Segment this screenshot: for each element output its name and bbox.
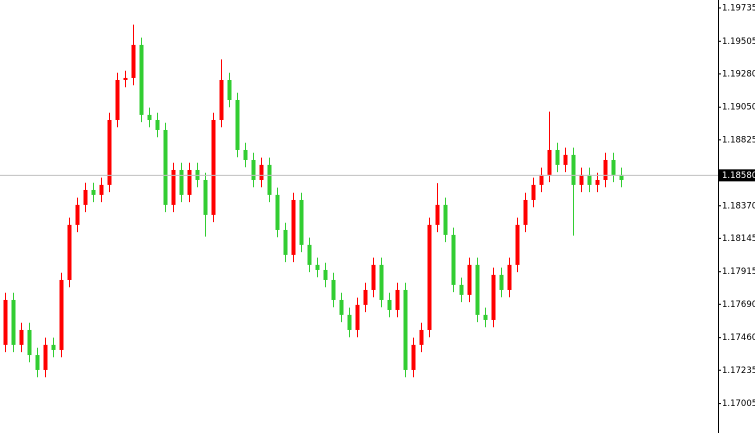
candle-body <box>59 279 64 350</box>
y-tick-label: 1.19050 <box>722 103 755 113</box>
candle-body <box>371 264 376 290</box>
candle-body <box>299 199 304 245</box>
candle-body <box>27 329 32 356</box>
candle-body <box>459 284 464 295</box>
candle-body <box>35 355 40 370</box>
candle-body <box>339 299 344 315</box>
candle-body <box>115 79 120 120</box>
candle-body <box>467 264 472 295</box>
candle-body <box>323 269 328 280</box>
candle-body <box>123 77 128 80</box>
candle-body <box>451 234 456 285</box>
candle-body <box>331 279 336 300</box>
candle-body <box>235 99 240 150</box>
candle-body <box>251 159 256 180</box>
candle-body <box>603 159 608 180</box>
current-price-box <box>719 169 755 182</box>
candle-body <box>571 154 576 185</box>
candle-body <box>75 204 80 225</box>
y-tick-label: 1.19735 <box>722 3 755 13</box>
y-tick-label: 1.17690 <box>722 300 755 310</box>
candle-body <box>187 169 192 195</box>
y-tick-label: 1.17915 <box>722 267 755 277</box>
candle-body <box>3 299 8 345</box>
candle-body <box>275 194 280 230</box>
candle-body <box>411 344 416 370</box>
candle-body <box>171 169 176 205</box>
candle-body <box>427 224 432 330</box>
candle-body <box>563 154 568 165</box>
candle-body <box>107 119 112 185</box>
candle-body <box>83 189 88 205</box>
candle-body <box>387 299 392 310</box>
candle-body <box>395 289 400 310</box>
candle-body <box>611 159 616 175</box>
candle-body <box>587 174 592 185</box>
candle-body <box>19 329 24 345</box>
y-tick-label: 1.18825 <box>722 135 755 145</box>
y-tick-label: 1.18145 <box>722 234 755 244</box>
candle-body <box>507 264 512 290</box>
candle-body <box>155 119 160 130</box>
candle-body <box>595 179 600 185</box>
candle-body <box>267 164 272 195</box>
candle-body <box>475 264 480 315</box>
candle-body <box>51 344 56 350</box>
candle-body <box>539 174 544 185</box>
current-price-label: 1.18580 <box>722 171 755 181</box>
candle-body <box>227 79 232 100</box>
candle-body <box>307 244 312 265</box>
y-tick-label: 1.19280 <box>722 69 755 79</box>
candle-body <box>179 169 184 195</box>
y-tick-label: 1.17235 <box>722 366 755 376</box>
candle-body <box>579 174 584 185</box>
candle-body <box>619 174 624 180</box>
candle-body <box>131 44 136 78</box>
candle-body <box>363 289 368 305</box>
y-tick-label: 1.17460 <box>722 333 755 343</box>
candle-body <box>315 264 320 270</box>
y-tick-label: 1.19505 <box>722 37 755 47</box>
candle-body <box>283 229 288 255</box>
candle-body <box>523 199 528 225</box>
candle-body <box>491 274 496 320</box>
candle-body <box>163 129 168 205</box>
candle-body <box>91 189 96 195</box>
candle-body <box>11 299 16 345</box>
candle-body <box>555 149 560 165</box>
candle-body <box>243 149 248 160</box>
candle-body <box>379 264 384 300</box>
candle-body <box>443 204 448 235</box>
candle-body <box>435 204 440 225</box>
candle-body <box>147 114 152 120</box>
candle-body <box>403 289 408 370</box>
candle-body <box>259 164 264 180</box>
candle-body <box>355 304 360 330</box>
candle-body <box>219 79 224 120</box>
candle-body <box>499 274 504 290</box>
y-tick-label: 1.18370 <box>722 201 755 211</box>
candle-body <box>347 314 352 330</box>
candle-body <box>67 224 72 280</box>
candle-body <box>99 184 104 195</box>
candle-body <box>203 179 208 215</box>
candle-body <box>211 119 216 215</box>
candle-body <box>547 149 552 175</box>
candle-body <box>43 344 48 370</box>
candle-body <box>419 329 424 345</box>
candle-body <box>483 314 488 320</box>
candle-body <box>291 199 296 255</box>
candle-body <box>515 224 520 265</box>
candle-body <box>531 184 536 200</box>
candle-body <box>139 44 144 115</box>
y-tick-label: 1.17005 <box>722 399 755 409</box>
